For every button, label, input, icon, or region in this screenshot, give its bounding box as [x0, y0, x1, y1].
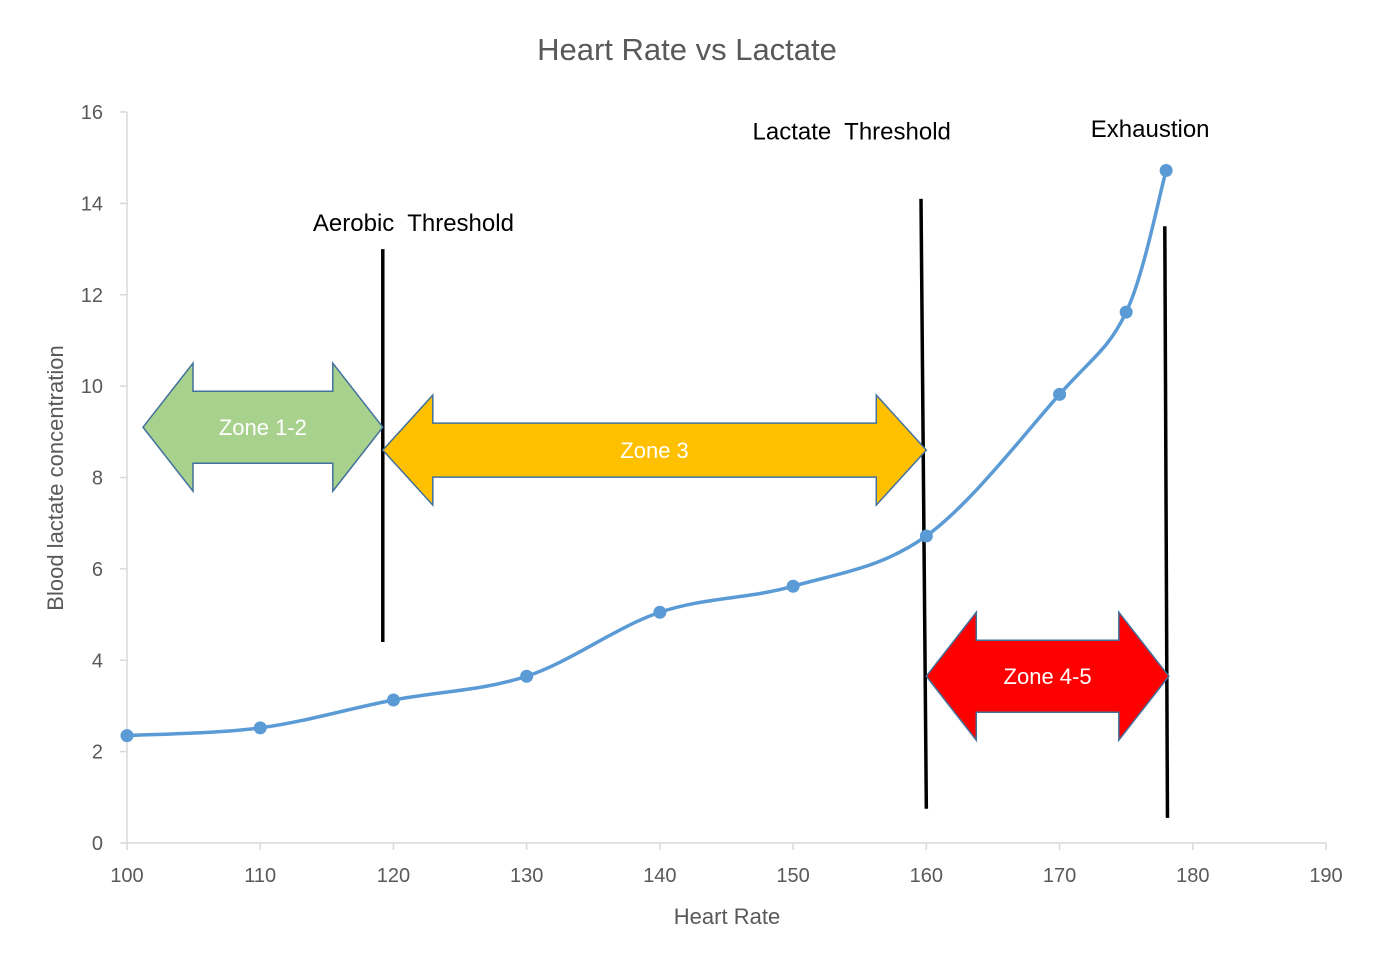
y-tick-label: 2 [92, 742, 103, 764]
data-point [520, 669, 534, 683]
y-tick-label: 4 [92, 650, 103, 672]
y-axis-title: Blood lactate concentration [43, 345, 68, 610]
zones-layer: Zone 1-2 Zone 3 Zone 4-5 [142, 361, 1170, 743]
data-point [653, 605, 667, 619]
y-tick-label: 6 [92, 559, 103, 581]
threshold-lines [381, 198, 1170, 818]
zone-label: Zone 3 [620, 438, 689, 463]
data-point [786, 579, 800, 593]
threshold-label: Lactate Threshold [753, 118, 951, 145]
zone-label: Zone 4-5 [1004, 664, 1092, 689]
threshold-label: Exhaustion [1091, 116, 1210, 143]
y-tick-label: 0 [92, 833, 103, 855]
data-point [1119, 305, 1133, 319]
data-point [386, 693, 400, 707]
y-tick-label: 8 [92, 468, 103, 490]
y-tick-label: 10 [81, 376, 103, 398]
x-tick-label: 150 [776, 865, 809, 887]
x-tick-label: 140 [643, 865, 676, 887]
series-line [126, 170, 1168, 738]
threshold-label: Aerobic Threshold [313, 210, 514, 237]
x-axis-title: Heart Rate [674, 904, 780, 929]
x-tick-label: 110 [244, 865, 276, 887]
x-tick-label: 190 [1309, 865, 1342, 887]
threshold-line [1163, 226, 1170, 818]
x-tick-label: 100 [110, 865, 143, 887]
x-tick-label: 180 [1176, 865, 1209, 887]
zone-arrow [381, 393, 928, 508]
data-point [120, 729, 134, 743]
y-tick-label: 14 [81, 193, 103, 215]
axes: 0 2 4 6 8 10 12 14 16 100 110 120 130 140 150 160 170 180… [81, 102, 1343, 887]
x-tick-label: 130 [510, 865, 543, 887]
threshold-line [919, 198, 929, 809]
data-point [1159, 163, 1173, 177]
data-point [919, 529, 933, 543]
x-tick-label: 160 [910, 865, 943, 887]
chart-title: Heart Rate vs Lactate [537, 32, 837, 67]
x-tick-label: 170 [1043, 865, 1076, 887]
annotations-layer: Aerobic Threshold Lactate Threshold Exhaus… [313, 116, 1210, 237]
y-tick-label: 12 [81, 285, 103, 307]
zone-arrow [925, 610, 1170, 743]
data-point [253, 721, 267, 735]
series-layer [120, 163, 1173, 743]
y-tick-label: 16 [81, 102, 103, 124]
zone-arrow [142, 361, 384, 494]
zone-label: Zone 1-2 [219, 415, 307, 440]
data-point [1053, 387, 1067, 401]
x-tick-label: 120 [377, 865, 410, 887]
